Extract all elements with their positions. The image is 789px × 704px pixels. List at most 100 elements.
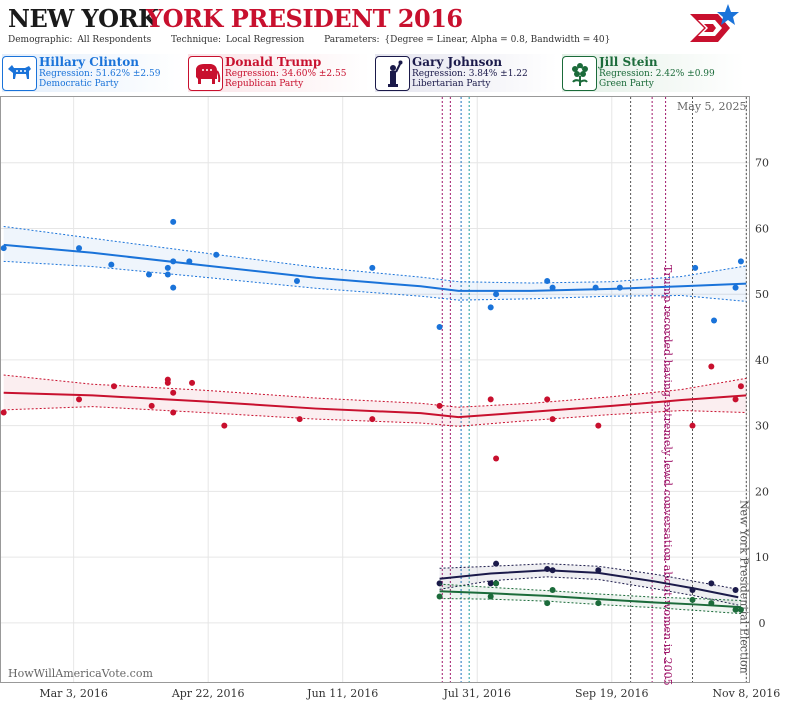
band-upper-line bbox=[3, 225, 747, 284]
poll-point bbox=[436, 580, 443, 587]
poll-point bbox=[164, 264, 171, 271]
x-tick-label: Jun 11, 2016 bbox=[306, 687, 378, 700]
y-tick-label: 0 bbox=[759, 617, 766, 630]
x-tick-label: Mar 3, 2016 bbox=[39, 687, 108, 700]
candidate-card-johnson[interactable]: Gary Johnson Regression: 3.84% ±1.22 Lib… bbox=[375, 54, 557, 92]
band-upper-line bbox=[439, 563, 739, 590]
poll-point bbox=[732, 606, 739, 613]
poll-point bbox=[487, 396, 494, 403]
poll-point bbox=[708, 363, 715, 370]
series-gary-johnson bbox=[436, 560, 739, 606]
confidence-band bbox=[3, 226, 747, 302]
poll-point bbox=[595, 567, 602, 574]
confidence-band bbox=[3, 375, 747, 427]
poll-point bbox=[170, 284, 177, 291]
poll-point bbox=[692, 264, 699, 271]
poll-point bbox=[148, 402, 155, 409]
poll-point bbox=[732, 284, 739, 291]
y-tick-label: 20 bbox=[755, 485, 769, 498]
poll-point bbox=[689, 422, 696, 429]
poll-point bbox=[369, 264, 376, 271]
y-tick-label: 50 bbox=[755, 288, 769, 301]
trend-line bbox=[3, 243, 747, 292]
poll-point bbox=[689, 596, 696, 603]
state-title: NEW YORK bbox=[8, 4, 159, 33]
liberty-statue-icon bbox=[375, 56, 410, 91]
brand-logo-icon bbox=[690, 4, 739, 42]
candidate-card-clinton[interactable]: Hillary Clinton Regression: 51.62% ±2.59… bbox=[2, 54, 184, 92]
poll-point bbox=[369, 416, 376, 423]
poll-point bbox=[592, 284, 599, 291]
poll-point bbox=[170, 389, 177, 396]
event-annotation-label: Trump recorded having extremely lewd con… bbox=[661, 265, 674, 686]
poll-point bbox=[549, 284, 556, 291]
y-tick-label: 70 bbox=[755, 157, 769, 170]
candidate-party: Democratic Party bbox=[39, 79, 119, 89]
poll-point bbox=[708, 580, 715, 587]
series-donald-trump bbox=[0, 363, 747, 462]
flower-icon bbox=[562, 56, 597, 91]
candidate-regression: Regression: 34.60% ±2.55 bbox=[225, 69, 347, 79]
series-jill-stein bbox=[436, 580, 744, 615]
site-watermark: HowWillAmericaVote.com bbox=[8, 667, 153, 680]
parameters-key: Parameters: bbox=[324, 35, 380, 45]
poll-point bbox=[708, 600, 715, 607]
poll-point bbox=[111, 383, 118, 390]
poll-point bbox=[293, 278, 300, 285]
demographic-key: Demographic: bbox=[8, 35, 73, 45]
poll-point bbox=[544, 396, 551, 403]
trend-line bbox=[3, 391, 747, 419]
y-tick-label: 40 bbox=[755, 354, 769, 367]
date-stamp: May 5, 2025 bbox=[677, 100, 747, 113]
technique-value: Local Regression bbox=[225, 35, 305, 45]
poll-point bbox=[549, 586, 556, 593]
x-tick-label: Nov 8, 2016 bbox=[712, 687, 780, 700]
poll-point bbox=[186, 258, 193, 265]
poll-point bbox=[737, 258, 744, 265]
confidence-band bbox=[439, 563, 739, 606]
candidate-party: Green Party bbox=[599, 79, 654, 89]
poll-point bbox=[221, 422, 228, 429]
y-tick-label: 60 bbox=[755, 222, 769, 235]
poll-point bbox=[213, 251, 220, 258]
poll-point bbox=[108, 261, 115, 268]
poll-point bbox=[549, 416, 556, 423]
y-tick-label: 10 bbox=[755, 551, 769, 564]
candidate-name: Jill Stein bbox=[599, 55, 658, 69]
candidate-name: Gary Johnson bbox=[412, 55, 503, 69]
parameters-value: {Degree = Linear, Alpha = 0.8, Bandwidth… bbox=[384, 35, 611, 45]
candidate-card-trump[interactable]: Donald Trump Regression: 34.60% ±2.55 Re… bbox=[188, 54, 370, 92]
poll-point bbox=[170, 409, 177, 416]
poll-point bbox=[737, 383, 744, 390]
poll-point bbox=[544, 565, 551, 572]
band-lower-line bbox=[3, 406, 747, 427]
poll-point bbox=[737, 606, 744, 613]
trend-line bbox=[439, 590, 741, 609]
poll-point bbox=[170, 218, 177, 225]
poll-point bbox=[487, 304, 494, 311]
candidate-name: Donald Trump bbox=[225, 55, 322, 69]
poll-point bbox=[76, 245, 83, 252]
poll-point bbox=[487, 593, 494, 600]
poll-point bbox=[296, 416, 303, 423]
poll-point bbox=[493, 560, 500, 567]
candidate-card-stein[interactable]: Jill Stein Regression: 2.42% ±0.99 Green… bbox=[562, 54, 744, 92]
poll-point bbox=[189, 379, 196, 386]
candidate-legend: Hillary Clinton Regression: 51.62% ±2.59… bbox=[0, 54, 789, 92]
band-lower-line bbox=[439, 576, 739, 606]
poll-point bbox=[436, 593, 443, 600]
series-hillary-clinton bbox=[0, 218, 747, 331]
demographic-value: All Respondents bbox=[77, 35, 152, 45]
poll-point bbox=[732, 586, 739, 593]
poll-point bbox=[549, 567, 556, 574]
technique-key: Technique: bbox=[171, 35, 222, 45]
race-subtitle: YORK PRESIDENT 2016 bbox=[146, 4, 463, 33]
poll-point bbox=[732, 396, 739, 403]
poll-point bbox=[164, 271, 171, 278]
poll-point bbox=[595, 422, 602, 429]
candidate-regression: Regression: 2.42% ±0.99 bbox=[599, 69, 715, 79]
poll-point bbox=[170, 258, 177, 265]
plot-frame bbox=[0, 96, 750, 683]
election-annotation-label: New York Presidential Election bbox=[737, 500, 750, 674]
